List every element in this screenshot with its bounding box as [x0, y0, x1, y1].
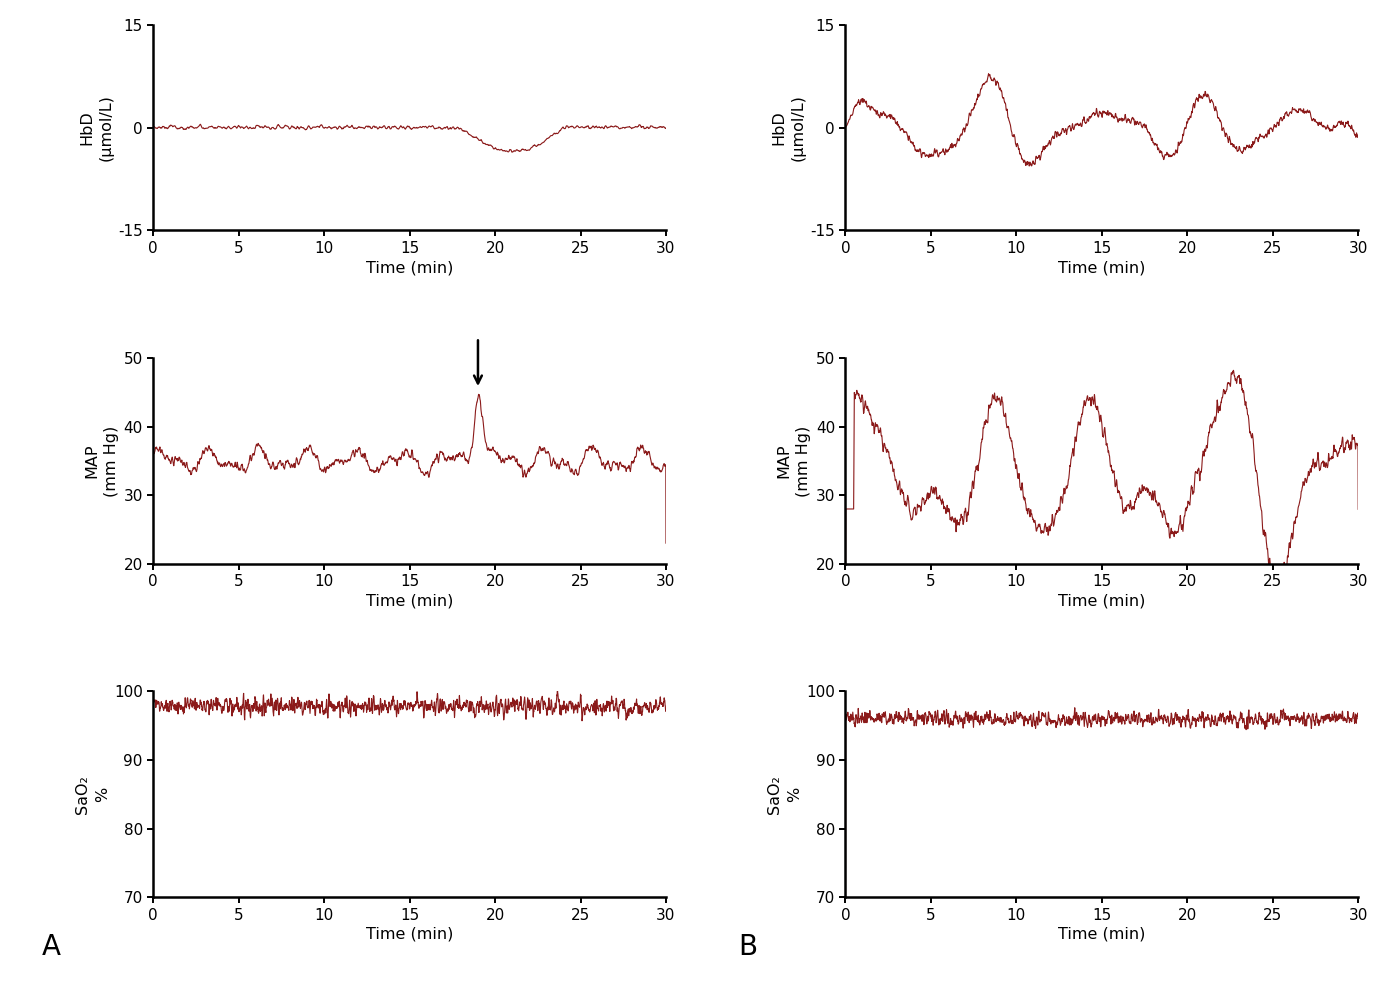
X-axis label: Time (min): Time (min) — [366, 927, 453, 942]
X-axis label: Time (min): Time (min) — [366, 260, 453, 275]
Text: B: B — [738, 934, 758, 961]
X-axis label: Time (min): Time (min) — [1059, 927, 1145, 942]
Y-axis label: MAP
(mm Hg): MAP (mm Hg) — [777, 425, 812, 497]
X-axis label: Time (min): Time (min) — [1059, 594, 1145, 608]
Y-axis label: HbD
(μmol/L): HbD (μmol/L) — [79, 94, 114, 161]
Y-axis label: MAP
(mm Hg): MAP (mm Hg) — [85, 425, 120, 497]
X-axis label: Time (min): Time (min) — [1059, 260, 1145, 275]
Y-axis label: SaO₂
%: SaO₂ % — [75, 775, 110, 813]
Text: A: A — [42, 934, 61, 961]
X-axis label: Time (min): Time (min) — [366, 594, 453, 608]
Y-axis label: SaO₂
%: SaO₂ % — [768, 775, 802, 813]
Y-axis label: HbD
(μmol/L): HbD (μmol/L) — [772, 94, 807, 161]
